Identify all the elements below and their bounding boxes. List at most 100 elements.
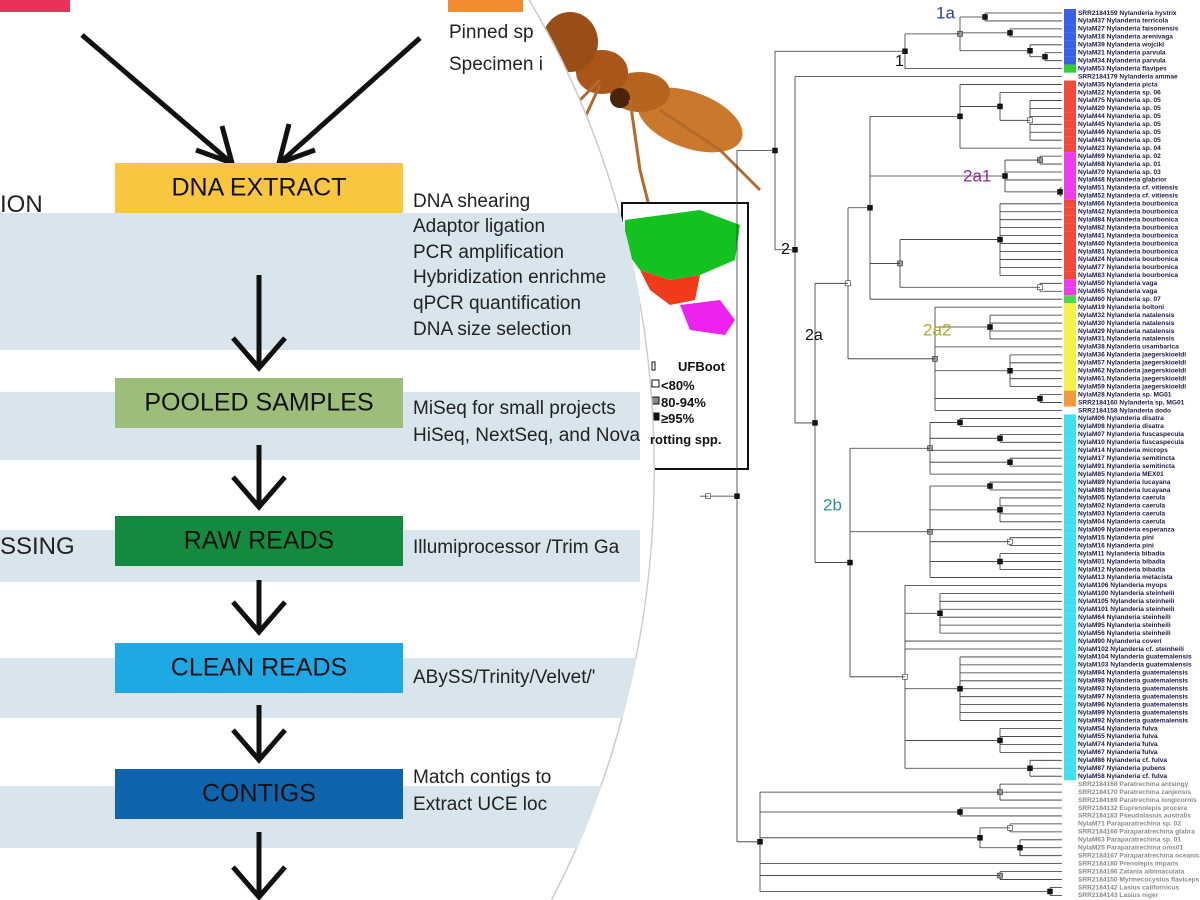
tip-label: NylaM34 Nylanderia parvula bbox=[1078, 57, 1166, 64]
tip-label: NylaM89 Nylanderia lucayana bbox=[1078, 479, 1171, 486]
clade-band bbox=[1064, 295, 1076, 304]
tip-label: NylaM102 Nylanderia cf. steinheili bbox=[1078, 646, 1184, 653]
workflow-panel: DNA EXTRACT DNA shearing Adaptor ligation P… bbox=[0, 0, 655, 900]
clade-band bbox=[1064, 486, 1076, 494]
clade-band bbox=[1064, 645, 1076, 653]
tip-label: NylaM06 Nylanderia disatra bbox=[1078, 415, 1164, 422]
clade-band bbox=[1064, 533, 1076, 542]
step-note: PCR amplification bbox=[413, 242, 564, 263]
tip-label: NylaM02 Nylanderia caerula bbox=[1078, 503, 1166, 510]
tip-label: NylaM54 Nylanderia fulva bbox=[1078, 725, 1158, 732]
clade-band bbox=[1064, 629, 1076, 638]
clade-band bbox=[1064, 446, 1076, 455]
clade-label: 2a1 bbox=[963, 166, 991, 185]
tip-label: NylaM15 Nylanderia pini bbox=[1078, 534, 1154, 541]
clade-band bbox=[1064, 708, 1076, 717]
step-box bbox=[115, 516, 403, 566]
clade-band bbox=[1064, 422, 1076, 431]
tip-label: NylaM106 Nylanderia myops bbox=[1078, 582, 1167, 589]
step-note: Extract UCE loc bbox=[413, 794, 547, 815]
tip-label: SRR2184179 Nylanderia ammae bbox=[1078, 73, 1178, 80]
tip-label: NylaM69 Nylanderia sp. 02 bbox=[1078, 153, 1161, 160]
clade-band bbox=[1064, 175, 1076, 184]
tip-label: NylaM83 Nylanderia bourbonica bbox=[1078, 272, 1178, 279]
clade-band bbox=[1064, 430, 1076, 439]
tip-label: NylaM52 Nylanderia cf. vitiensis bbox=[1078, 193, 1178, 200]
clade-band bbox=[1064, 96, 1076, 105]
clade-band bbox=[1064, 501, 1076, 510]
step-box bbox=[115, 163, 403, 213]
tip-label: NylaM63 Paraparatrechina sp. 01 bbox=[1078, 837, 1181, 844]
tip-label: NylaM37 Nylanderia terricola bbox=[1078, 18, 1168, 25]
tip-label: SRR2184170 Paratrechina zanjensis bbox=[1078, 789, 1191, 796]
clade-band bbox=[1064, 334, 1076, 343]
clade-band bbox=[1064, 684, 1076, 693]
legend-item: <80% bbox=[661, 378, 695, 393]
tip-label: NylaM55 Nylanderia fulva bbox=[1078, 733, 1158, 740]
step-note: DNA shearing bbox=[413, 191, 530, 212]
tip-label: SRR2184196 Zatania albimaculata bbox=[1078, 868, 1185, 875]
clade-band bbox=[1064, 541, 1076, 550]
tip-label: NylaM04 Nylanderia caerula bbox=[1078, 519, 1166, 526]
tip-label: NylaM91 Nylanderia semitincta bbox=[1078, 463, 1175, 470]
clade-band bbox=[1064, 517, 1076, 526]
tip-label: NylaM03 Nylanderia caerula bbox=[1078, 511, 1166, 518]
clade-band bbox=[1064, 581, 1076, 590]
clade-band bbox=[1064, 509, 1076, 518]
tip-label: SRR2184169 Paratrechina longicornis bbox=[1078, 797, 1197, 804]
tip-label: NylaM12 Nylanderia bibadia bbox=[1078, 566, 1166, 573]
tip-label: NylaM67 Nylanderia fulva bbox=[1078, 749, 1158, 756]
clade-band bbox=[1064, 319, 1076, 328]
clade-band bbox=[1064, 64, 1076, 73]
clade-band bbox=[1064, 692, 1076, 701]
tip-label: SRR2184166 Paraparatrechina glabra bbox=[1078, 829, 1195, 836]
tip-label: NylaM71 Paraparatrechina sp. 02 bbox=[1078, 821, 1181, 828]
tip-label: NylaM99 Nylanderia guatemalensis bbox=[1078, 709, 1188, 716]
clade-band bbox=[1064, 772, 1076, 781]
step-box bbox=[115, 769, 403, 819]
tip-label: NylaM01 Nylanderia bibadia bbox=[1078, 558, 1166, 565]
clade-band bbox=[1064, 462, 1076, 471]
tip-label: SRR2184160 Nylanderia sp. MG01 bbox=[1078, 399, 1185, 406]
tip-label: NylaM101 Nylanderia steinheili bbox=[1078, 606, 1175, 613]
clade-label: 1a bbox=[936, 3, 955, 22]
clade-band bbox=[1064, 676, 1076, 685]
clade-band bbox=[1064, 652, 1076, 661]
step-note: DNA size selection bbox=[413, 319, 571, 340]
clade-band bbox=[1064, 231, 1076, 240]
tip-label: NylaM30 Nylanderia natalensis bbox=[1078, 320, 1175, 327]
clade-band bbox=[1064, 279, 1076, 288]
step-note: qPCR quantification bbox=[413, 293, 581, 314]
tip-label: SRR2184142 Lasius californicus bbox=[1078, 884, 1179, 891]
tip-label: NylaM93 Nylanderia guatemalensis bbox=[1078, 686, 1188, 693]
side-label: ION bbox=[0, 191, 43, 218]
tip-label: NylaM92 Nylanderia guatemalensis bbox=[1078, 717, 1188, 724]
clade-band bbox=[1064, 255, 1076, 264]
clade-band bbox=[1064, 152, 1076, 161]
tip-label: NylaM19 Nylanderia boltoni bbox=[1078, 304, 1164, 311]
clade-band bbox=[1064, 525, 1076, 534]
clade-band bbox=[1064, 438, 1076, 447]
tip-label: NylaM24 Nylanderia bourbonica bbox=[1078, 256, 1178, 263]
clade-band bbox=[1064, 48, 1076, 57]
clade-band bbox=[1064, 398, 1076, 407]
tip-label: NylaM08 Nylanderia disatra bbox=[1078, 423, 1164, 430]
clade-band bbox=[1064, 493, 1076, 502]
tip-label: NylaM53 Nylanderia flavipes bbox=[1078, 65, 1167, 72]
tip-label: NylaM85 Nylanderia MEX01 bbox=[1078, 471, 1164, 478]
tip-label: NylaM81 Nylanderia bourbonica bbox=[1078, 248, 1178, 255]
tip-label: NylaM43 Nylanderia sp. 05 bbox=[1078, 137, 1161, 144]
clade-band bbox=[1064, 199, 1076, 208]
clade-band bbox=[1064, 740, 1076, 749]
tip-label: NylaM90 Nylanderia coveri bbox=[1078, 638, 1162, 645]
clade-band bbox=[1064, 478, 1076, 487]
arrow-head bbox=[231, 728, 287, 764]
clade-band bbox=[1064, 120, 1076, 129]
tip-label: NylaM100 Nylanderia steinheili bbox=[1078, 590, 1175, 597]
tip-label: NylaM97 Nylanderia guatemalensis bbox=[1078, 693, 1188, 700]
tip-label: NylaM56 Nylanderia steinheili bbox=[1078, 630, 1171, 637]
clade-band bbox=[1064, 311, 1076, 320]
clade-band bbox=[1064, 16, 1076, 25]
clade-band bbox=[1064, 136, 1076, 145]
clade-band bbox=[1064, 80, 1076, 89]
